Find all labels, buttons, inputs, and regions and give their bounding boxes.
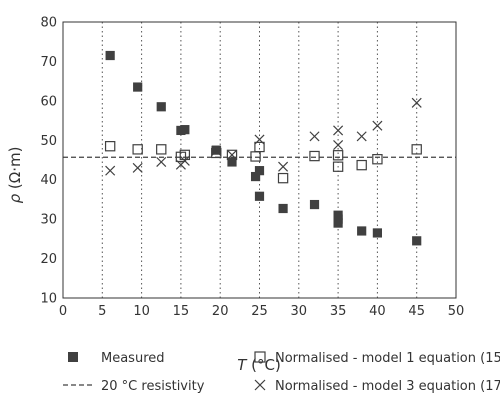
x-tick-label: 0	[59, 304, 67, 319]
point-measured	[254, 191, 265, 201]
point-model-1	[179, 149, 191, 161]
point-measured	[254, 166, 265, 176]
legend-item-model-3: Normalised - model 3 equation (17)	[254, 379, 500, 394]
point-measured	[372, 228, 382, 238]
point-measured	[412, 236, 422, 246]
legend-label-reference: 20 °C resistivity	[101, 379, 205, 394]
point-model-1	[254, 141, 265, 153]
point-measured	[333, 218, 343, 228]
legend-item-model-1: Normalised - model 1 equation (15)	[254, 351, 500, 366]
point-model-1	[332, 150, 344, 161]
y-tick-label: 10	[40, 292, 57, 307]
y-axis-ticks: 10 20 30 40 50 60 70 80	[40, 16, 57, 307]
data-points-layer	[104, 50, 422, 246]
y-tick-label: 50	[40, 134, 57, 149]
legend-marker-open-square	[254, 351, 266, 363]
y-tick-label: 30	[40, 213, 57, 228]
x-tick-label: 40	[369, 304, 386, 319]
point-model-3	[105, 165, 116, 176]
x-tick-label: 30	[291, 304, 308, 319]
x-tick-label: 35	[330, 304, 347, 319]
legend-label-measured: Measured	[101, 351, 165, 366]
legend-marker-cross	[254, 379, 266, 391]
y-tick-label: 80	[40, 16, 57, 31]
y-axis-label: ρ (Ω·m)	[6, 147, 24, 204]
legend-item-measured: Measured	[68, 351, 165, 366]
point-model-1	[356, 159, 367, 171]
x-tick-label: 20	[212, 304, 229, 319]
point-model-3	[211, 145, 222, 156]
point-model-1	[411, 144, 422, 155]
legend-label-model-1: Normalised - model 1 equation (15)	[275, 351, 500, 366]
point-measured	[227, 157, 237, 167]
point-model-1	[372, 154, 383, 165]
point-model-3	[156, 156, 167, 167]
series-2	[104, 141, 422, 184]
y-tick-label: 40	[40, 173, 57, 188]
point-model-3	[411, 97, 422, 108]
x-tick-label: 10	[133, 304, 150, 319]
point-model-1	[156, 144, 167, 155]
point-measured	[180, 125, 190, 135]
point-model-1	[332, 161, 344, 172]
point-model-3	[254, 134, 265, 145]
point-model-3	[132, 162, 143, 173]
plot-frame	[62, 21, 457, 299]
x-axis-ticks: 0 5 10 15 20 25 30 35 40 45 50	[59, 304, 464, 319]
point-measured	[156, 102, 166, 112]
y-axis-variable: ρ	[6, 193, 24, 203]
y-tick-label: 60	[40, 94, 57, 109]
point-model-1	[250, 151, 261, 162]
point-model-3	[356, 131, 367, 142]
series-1	[105, 50, 422, 246]
point-model-3	[372, 120, 383, 131]
point-measured	[357, 226, 367, 236]
x-tick-label: 15	[173, 304, 190, 319]
x-axis-variable: T	[237, 356, 248, 374]
legend-item-reference: 20 °C resistivity	[63, 379, 205, 394]
y-tick-label: 70	[40, 55, 57, 70]
point-model-3	[179, 155, 190, 166]
point-measured	[105, 50, 115, 61]
point-model-3	[333, 125, 344, 136]
y-axis-unit: (Ω·m)	[6, 147, 24, 194]
point-model-1	[175, 151, 187, 163]
point-model-3	[278, 161, 289, 172]
point-model-3	[226, 149, 238, 160]
legend-marker-filled-square	[68, 352, 78, 362]
x-tick-label: 50	[448, 304, 465, 319]
x-tick-label: 25	[251, 304, 268, 319]
point-model-1	[277, 172, 289, 184]
point-model-1	[226, 149, 238, 161]
grid-layer	[101, 22, 418, 298]
point-model-1	[211, 147, 222, 159]
point-measured	[133, 82, 143, 92]
y-tick-label: 20	[40, 252, 57, 267]
legend: Measured Normalised - model 1 equation (…	[63, 351, 500, 394]
x-tick-label: 45	[408, 304, 425, 319]
point-model-3	[309, 131, 320, 142]
point-measured	[278, 203, 288, 214]
series-3	[105, 97, 422, 176]
legend-label-model-3: Normalised - model 3 equation (17)	[275, 379, 500, 394]
point-model-1	[309, 150, 320, 162]
point-measured	[309, 199, 320, 210]
x-tick-label: 5	[98, 304, 106, 319]
point-model-1	[132, 144, 143, 155]
point-measured	[250, 171, 261, 182]
point-model-3	[333, 139, 344, 151]
point-model-1	[104, 141, 116, 152]
